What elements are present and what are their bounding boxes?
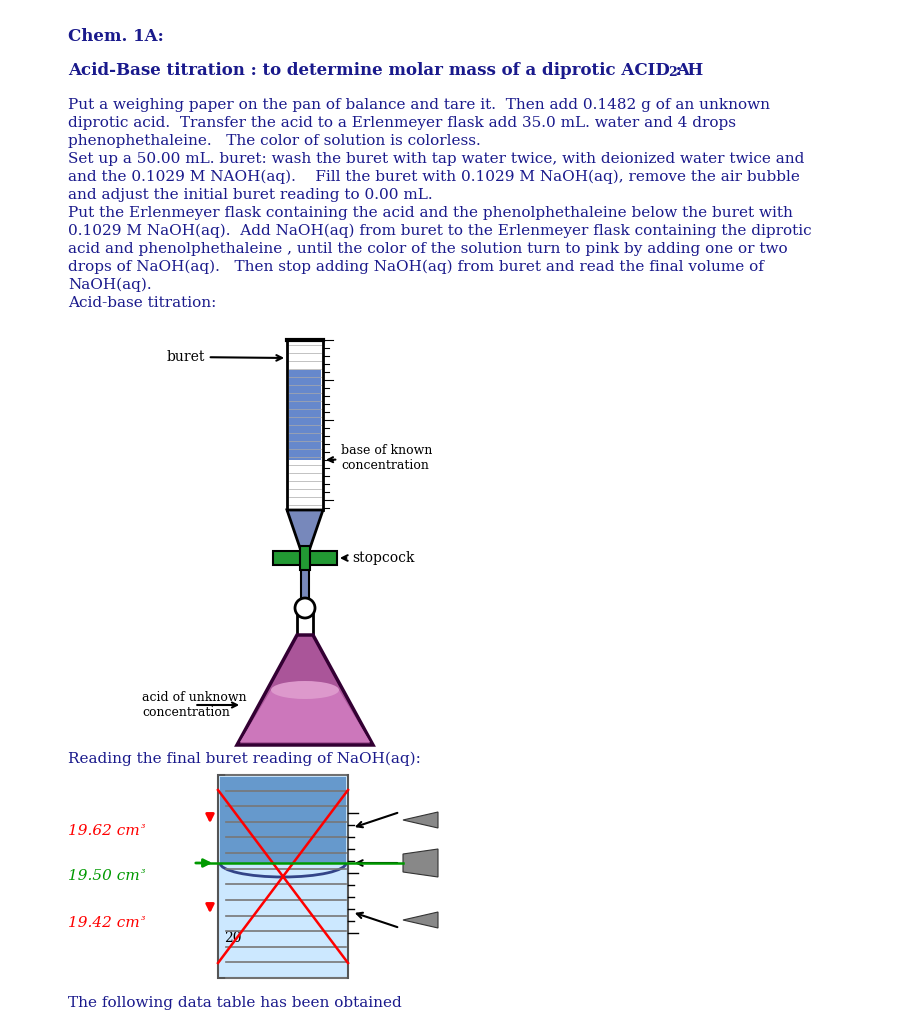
Text: Chem. 1A:: Chem. 1A: [68, 28, 163, 45]
Text: 0.1029 M NaOH(aq).  Add NaOH(aq) from buret to the Erlenmeyer flask containing t: 0.1029 M NaOH(aq). Add NaOH(aq) from bur… [68, 224, 812, 238]
Text: and the 0.1029 M NAOH(aq).    Fill the buret with 0.1029 M NaOH(aq), remove the : and the 0.1029 M NAOH(aq). Fill the bure… [68, 170, 800, 185]
Text: base of known
concentration: base of known concentration [328, 444, 432, 472]
Text: A: A [676, 62, 689, 79]
Bar [220, 777, 346, 863]
Bar [273, 551, 337, 565]
Text: acid of unknown
concentration: acid of unknown concentration [142, 691, 247, 719]
Text: ³: ³ [141, 869, 145, 879]
Text: Acid-base titration:: Acid-base titration: [68, 296, 217, 310]
Text: The following data table has been obtained: The following data table has been obtain… [68, 996, 402, 1010]
Text: 19.42 cm: 19.42 cm [68, 916, 140, 930]
Polygon shape [403, 912, 438, 928]
Text: Acid-Base titration : to determine molar mass of a diprotic ACID : H: Acid-Base titration : to determine molar… [68, 62, 703, 79]
Text: Put the Erlenmeyer flask containing the acid and the phenolphethaleine below the: Put the Erlenmeyer flask containing the … [68, 206, 793, 220]
Text: ³: ³ [141, 916, 145, 926]
Text: acid and phenolphethaleine , until the color of the solution turn to pink by add: acid and phenolphethaleine , until the c… [68, 241, 788, 256]
Bar [301, 565, 309, 600]
Text: diprotic acid.  Transfer the acid to a Erlenmeyer flask add 35.0 mL. water and 4: diprotic acid. Transfer the acid to a Er… [68, 116, 736, 130]
Bar [218, 775, 348, 978]
Text: NaOH(aq).: NaOH(aq). [68, 278, 151, 292]
Polygon shape [403, 812, 438, 828]
Text: Reading the final buret reading of NaOH(aq):: Reading the final buret reading of NaOH(… [68, 752, 420, 767]
Text: 19: 19 [224, 811, 241, 825]
Text: and adjust the initial buret reading to 0.00 mL.: and adjust the initial buret reading to … [68, 188, 432, 202]
Text: Put a weighing paper on the pan of balance and tare it.  Then add 0.1482 g of an: Put a weighing paper on the pan of balan… [68, 98, 770, 112]
Text: buret: buret [167, 350, 282, 364]
Text: drops of NaOH(aq).   Then stop adding NaOH(aq) from buret and read the final vol: drops of NaOH(aq). Then stop adding NaOH… [68, 260, 764, 275]
Text: 19.62 cm: 19.62 cm [68, 824, 140, 838]
Text: 20: 20 [224, 931, 241, 945]
Text: 2: 2 [668, 66, 677, 79]
Ellipse shape [271, 681, 339, 699]
Polygon shape [237, 635, 373, 745]
Polygon shape [240, 690, 370, 742]
Text: Set up a 50.00 mL. buret: wash the buret with tap water twice, with deionized wa: Set up a 50.00 mL. buret: wash the buret… [68, 152, 804, 166]
Polygon shape [287, 510, 323, 548]
Text: stopcock: stopcock [342, 551, 415, 565]
Bar [289, 370, 321, 460]
Bar [287, 340, 323, 510]
Bar [297, 608, 313, 635]
Circle shape [295, 598, 315, 618]
Text: phenophethaleine.   The color of solution is colorless.: phenophethaleine. The color of solution … [68, 134, 481, 148]
Text: ³: ³ [141, 824, 145, 834]
Bar [300, 546, 310, 570]
Text: 19.50 cm: 19.50 cm [68, 869, 140, 883]
Polygon shape [403, 849, 438, 877]
